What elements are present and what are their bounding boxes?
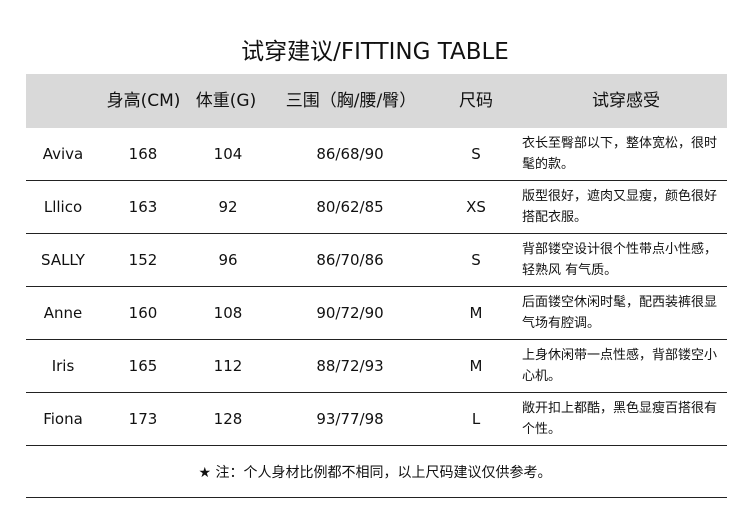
cell-weight: 112 bbox=[213, 357, 243, 375]
header-comment: 试穿感受 bbox=[592, 91, 660, 111]
page-title: 试穿建议/FITTING TABLE bbox=[241, 39, 509, 65]
cell-comment: 衣长至臀部以下，整体宽松，很时髦的款。 bbox=[522, 136, 718, 172]
cell-measure: 93/77/98 bbox=[316, 410, 384, 428]
cell-weight: 92 bbox=[218, 198, 238, 216]
cell-name: Fiona bbox=[43, 410, 83, 428]
cell-measure: 86/68/90 bbox=[316, 145, 384, 163]
cell-weight: 128 bbox=[213, 410, 243, 428]
header-weight: 体重(G) bbox=[195, 91, 257, 111]
cell-size: XS bbox=[466, 198, 486, 216]
cell-comment: 敞开扣上都酷，黑色显瘦百搭很有个性。 bbox=[522, 401, 718, 437]
cell-size: M bbox=[469, 304, 483, 322]
cell-height: 160 bbox=[128, 304, 158, 322]
table-row: SALLY 152 96 86/70/86 S 背部镂空设计很个性带点小性感，轻熟风 有气… bbox=[26, 234, 727, 287]
cell-size: M bbox=[469, 357, 483, 375]
table-row: Iris 165 112 88/72/93 M 上身休闲带一点性感，背部镂空小心机。 bbox=[26, 340, 727, 393]
cell-name: Aviva bbox=[42, 145, 84, 163]
cell-weight: 108 bbox=[213, 304, 243, 322]
cell-weight: 104 bbox=[213, 145, 243, 163]
cell-height: 152 bbox=[128, 251, 158, 269]
footnote: ★ 注：个人身材比例都不相同，以上尺码建议仅供参考。 bbox=[198, 465, 552, 481]
bottom-divider bbox=[26, 497, 727, 498]
table-row: Fiona 173 128 93/77/98 L 敞开扣上都酷，黑色显瘦百搭很有个性。 bbox=[26, 393, 727, 446]
header-size: 尺码 bbox=[459, 91, 493, 111]
cell-height: 168 bbox=[128, 145, 158, 163]
cell-weight: 96 bbox=[218, 251, 238, 269]
cell-height: 165 bbox=[128, 357, 158, 375]
cell-measure: 80/62/85 bbox=[316, 198, 384, 216]
cell-height: 173 bbox=[128, 410, 158, 428]
cell-measure: 88/72/93 bbox=[316, 357, 384, 375]
header-measurements: 三围（胸/腰/臀） bbox=[285, 91, 417, 111]
cell-name: SALLY bbox=[41, 251, 85, 269]
table-row: Lllico 163 92 80/62/85 XS 版型很好，遮肉又显瘦，颜色很好搭配衣服… bbox=[26, 181, 727, 234]
cell-comment: 背部镂空设计很个性带点小性感，轻熟风 有气质。 bbox=[522, 242, 718, 278]
cell-name: Lllico bbox=[43, 198, 83, 216]
cell-comment: 版型很好，遮肉又显瘦，颜色很好搭配衣服。 bbox=[522, 189, 718, 225]
header-height: 身高(CM) bbox=[106, 91, 181, 111]
cell-size: S bbox=[471, 251, 481, 269]
cell-size: S bbox=[471, 145, 481, 163]
cell-name: Iris bbox=[51, 357, 75, 375]
cell-comment: 后面镂空休闲时髦，配西装裤很显气场有腔调。 bbox=[522, 295, 718, 331]
cell-comment: 上身休闲带一点性感，背部镂空小心机。 bbox=[522, 348, 718, 384]
table-row: Aviva 168 104 86/68/90 S 衣长至臀部以下，整体宽松，很时髦的款。 bbox=[26, 128, 727, 181]
cell-size: L bbox=[471, 410, 481, 428]
table-row: Anne 160 108 90/72/90 M 后面镂空休闲时髦，配西装裤很显气场有腔调。 bbox=[26, 287, 727, 340]
cell-measure: 86/70/86 bbox=[316, 251, 384, 269]
cell-name: Anne bbox=[43, 304, 83, 322]
cell-height: 163 bbox=[128, 198, 158, 216]
table-header: 身高(CM) 体重(G) 三围（胸/腰/臀） 尺码 试穿感受 bbox=[26, 74, 727, 128]
cell-measure: 90/72/90 bbox=[316, 304, 384, 322]
